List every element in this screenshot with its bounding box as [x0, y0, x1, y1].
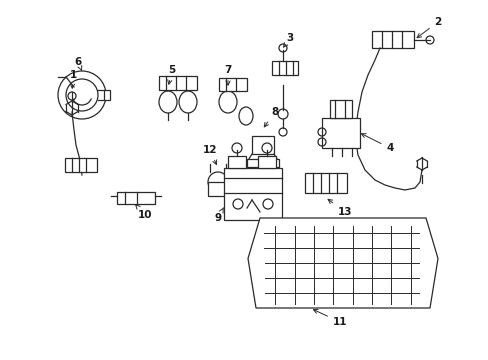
Bar: [159, 76, 197, 90]
Text: 9: 9: [214, 208, 223, 223]
Bar: [219, 78, 246, 91]
Text: 11: 11: [313, 310, 346, 327]
Polygon shape: [247, 218, 437, 308]
Bar: [104, 90, 110, 100]
Text: 13: 13: [327, 199, 351, 217]
Bar: [321, 118, 359, 148]
Text: 8: 8: [264, 107, 278, 127]
Bar: [227, 156, 245, 168]
Bar: [224, 168, 282, 220]
Text: 7: 7: [224, 65, 231, 85]
Text: 1: 1: [69, 70, 77, 88]
Bar: [117, 192, 155, 204]
Bar: [251, 136, 273, 154]
Bar: [271, 61, 297, 75]
Bar: [246, 159, 279, 167]
Text: 5: 5: [167, 65, 175, 84]
Bar: [329, 100, 351, 118]
Text: 10: 10: [135, 205, 152, 220]
Bar: [305, 173, 346, 193]
Bar: [258, 156, 275, 168]
Bar: [65, 158, 97, 172]
Text: 3: 3: [283, 33, 293, 47]
Text: 4: 4: [361, 134, 393, 153]
Text: 12: 12: [203, 145, 217, 165]
Text: 2: 2: [416, 17, 441, 38]
Bar: [371, 31, 413, 48]
Bar: [207, 182, 227, 196]
Text: 6: 6: [74, 57, 81, 70]
